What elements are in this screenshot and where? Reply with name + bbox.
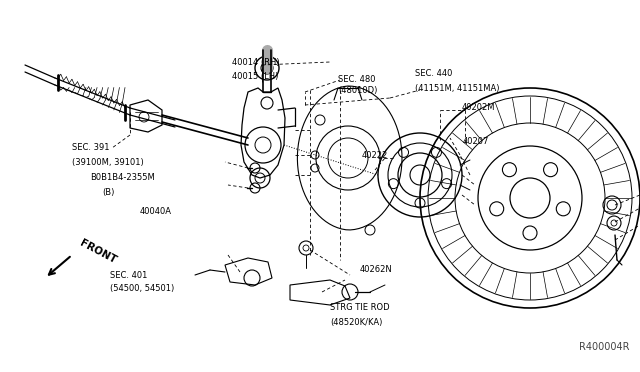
Text: FRONT: FRONT: [78, 238, 118, 266]
Text: (B): (B): [102, 187, 115, 196]
Text: 40222: 40222: [362, 151, 388, 160]
Text: 40202M: 40202M: [462, 103, 495, 112]
Text: 40262N: 40262N: [360, 266, 393, 275]
Text: 40207: 40207: [463, 138, 490, 147]
Text: 40040A: 40040A: [140, 208, 172, 217]
Text: SEC. 391: SEC. 391: [72, 144, 109, 153]
Text: (39100M, 39101): (39100M, 39101): [72, 157, 144, 167]
Text: (41151M, 41151MA): (41151M, 41151MA): [415, 83, 499, 93]
Text: (48010D): (48010D): [338, 87, 378, 96]
Text: 40014 (RH): 40014 (RH): [232, 58, 280, 67]
Text: 40015 (LH): 40015 (LH): [232, 71, 278, 80]
Text: (48520K/KA): (48520K/KA): [330, 317, 382, 327]
Text: B0B1B4-2355M: B0B1B4-2355M: [90, 173, 155, 183]
Text: R400004R: R400004R: [579, 342, 630, 352]
Text: SEC. 401: SEC. 401: [110, 270, 147, 279]
Text: SEC. 480: SEC. 480: [338, 74, 376, 83]
Text: STRG TIE ROD: STRG TIE ROD: [330, 304, 390, 312]
Text: SEC. 440: SEC. 440: [415, 70, 452, 78]
Text: (54500, 54501): (54500, 54501): [110, 285, 174, 294]
